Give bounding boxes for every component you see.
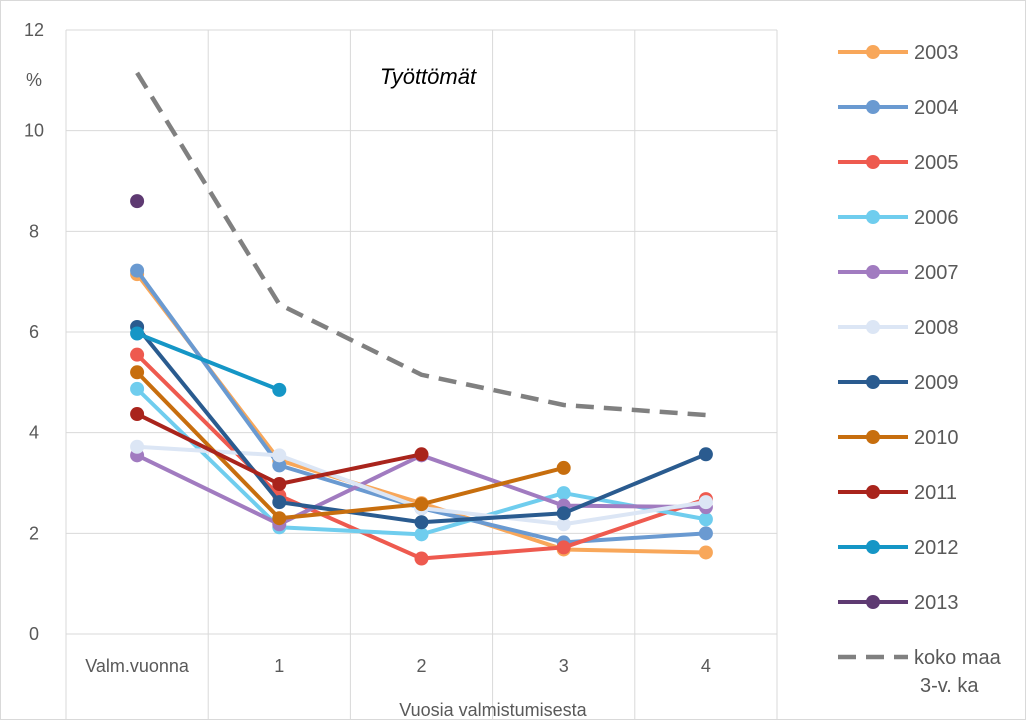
data-point — [414, 515, 429, 530]
legend-marker — [866, 45, 880, 59]
data-point — [414, 551, 429, 566]
data-point — [556, 540, 571, 555]
legend-item: 2009 — [838, 372, 959, 394]
y-tick-label: 10 — [24, 121, 44, 141]
legend-item: 2008 — [838, 317, 959, 339]
series-2006 — [130, 381, 713, 542]
data-point — [130, 381, 145, 396]
data-point — [272, 448, 287, 463]
legend-item-reference: koko maa 3-v. ka — [838, 647, 1002, 697]
reference-line — [135, 71, 707, 418]
x-tick-label: Valm.vuonna — [85, 656, 190, 676]
x-tick-label: 1 — [274, 656, 284, 676]
series-2012 — [130, 326, 287, 397]
chart-title: Työttömät — [380, 64, 477, 89]
legend-label: 2011 — [914, 482, 957, 504]
y-tick-label: 8 — [29, 221, 39, 241]
x-tick-label: 2 — [416, 656, 426, 676]
legend-label: 2005 — [914, 152, 959, 174]
data-point — [272, 458, 287, 473]
data-point — [130, 407, 145, 422]
legend-item: 2005 — [838, 152, 959, 174]
data-point — [556, 460, 571, 475]
y-tick-label: 12 — [24, 20, 44, 40]
x-tick-label: 3 — [559, 656, 569, 676]
data-point — [698, 512, 713, 527]
series-line — [135, 370, 565, 521]
legend-marker — [866, 595, 880, 609]
legend-item: 2013 — [838, 592, 959, 614]
legend-label: 2013 — [914, 592, 959, 614]
legend-marker — [866, 210, 880, 224]
series-2013 — [130, 194, 145, 209]
legend-marker — [866, 100, 880, 114]
legend-item: 2012 — [838, 537, 959, 559]
y-tick-label: 4 — [29, 423, 39, 443]
legend-label: 2009 — [914, 372, 959, 394]
legend-item: 2003 — [838, 42, 959, 64]
legend-item: 2004 — [838, 97, 959, 119]
legend-label: 2007 — [914, 262, 959, 284]
legend-label: 2008 — [914, 317, 959, 339]
data-point — [556, 517, 571, 532]
legend-label: 2010 — [914, 427, 959, 449]
legend-label: 2006 — [914, 207, 959, 229]
y-tick-labels: 0 2 4 6 8 10 12 — [24, 20, 44, 644]
legend-marker — [866, 265, 880, 279]
series-2011 — [130, 407, 429, 492]
legend-marker — [866, 540, 880, 554]
legend-item: 2007 — [838, 262, 959, 284]
data-point — [556, 486, 571, 501]
data-point — [130, 439, 145, 454]
legend-marker — [866, 375, 880, 389]
data-point — [414, 447, 429, 462]
legend-label: 2003 — [914, 42, 959, 64]
data-point — [698, 526, 713, 541]
data-point — [130, 365, 145, 380]
data-point — [414, 527, 429, 542]
legend-label: 3-v. ka — [920, 675, 979, 697]
y-axis-label: % — [26, 70, 42, 90]
data-point — [698, 495, 713, 510]
y-tick-label: 2 — [29, 523, 39, 543]
data-point — [272, 477, 287, 492]
legend-label: 2004 — [914, 97, 959, 119]
y-tick-label: 6 — [29, 322, 39, 342]
data-point — [272, 495, 287, 510]
x-tick-labels: Valm.vuonna 1 2 3 4 — [85, 656, 711, 676]
legend-item: 2006 — [838, 207, 959, 229]
data-point — [698, 545, 713, 560]
data-point — [272, 382, 287, 397]
legend-item: 2011 — [838, 482, 957, 504]
x-axis-label: Vuosia valmistumisesta — [399, 700, 587, 720]
data-point — [130, 347, 145, 362]
series-lines — [130, 194, 713, 566]
legend-label: 2012 — [914, 537, 959, 559]
data-point — [130, 194, 145, 209]
legend-item: 2010 — [838, 427, 959, 449]
legend-marker — [866, 320, 880, 334]
data-point — [130, 263, 145, 278]
data-point — [698, 447, 713, 462]
data-point — [272, 511, 287, 526]
x-tick-label: 4 — [701, 656, 711, 676]
legend: 2003 2004 2005 2006 2007 2008 2009 2010 2011 2012… — [838, 42, 1002, 697]
series-2005 — [130, 347, 713, 566]
series-line — [136, 331, 281, 392]
legend-marker — [866, 155, 880, 169]
data-point — [414, 497, 429, 512]
data-point — [556, 506, 571, 521]
legend-marker — [866, 485, 880, 499]
y-tick-label: 0 — [29, 624, 39, 644]
legend-marker — [866, 430, 880, 444]
legend-label: koko maa — [914, 647, 1002, 669]
series-2010 — [130, 365, 571, 526]
reference-series — [135, 71, 707, 418]
data-point — [130, 326, 145, 341]
